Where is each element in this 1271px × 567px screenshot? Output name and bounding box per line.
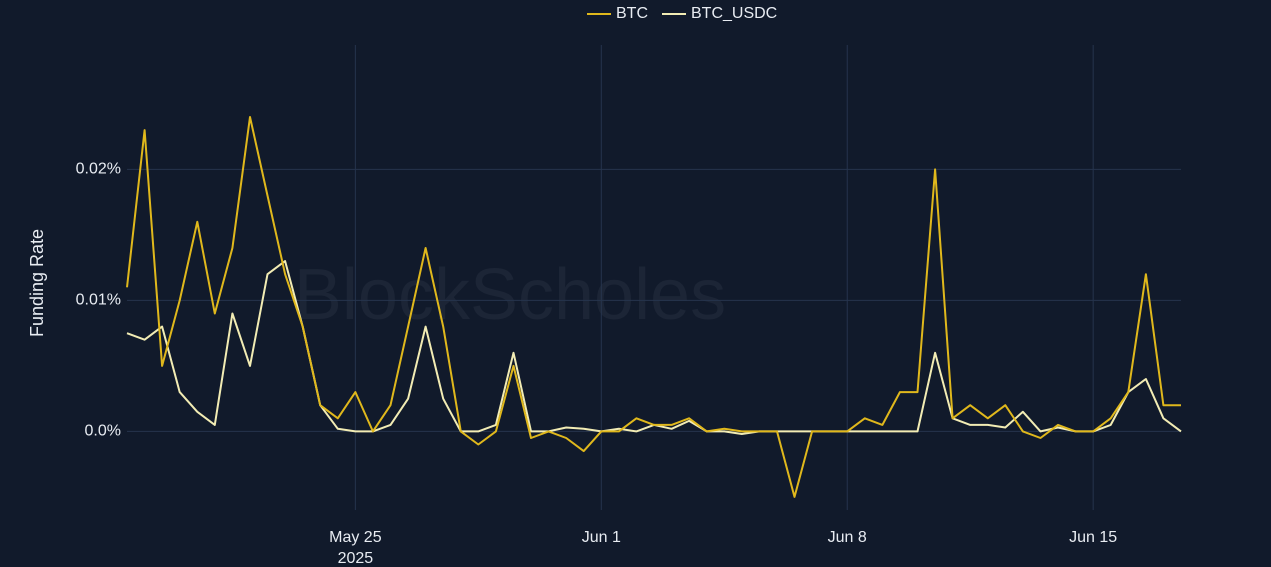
watermark: BlockScholes [294, 255, 726, 335]
x-tick-label: Jun 8 [828, 529, 867, 546]
series-line [126, 116, 1181, 498]
y-tick-label: 0.02% [76, 161, 121, 178]
y-axis-title: Funding Rate [27, 229, 47, 337]
x-tick-sublabel: 2025 [338, 550, 374, 567]
y-tick-label: 0.01% [76, 292, 121, 309]
legend-label: BTC_USDC [691, 5, 777, 22]
x-tick-label: Jun 1 [582, 529, 621, 546]
legend-label: BTC [616, 5, 648, 22]
x-tick-label: Jun 15 [1069, 529, 1117, 546]
x-tick-label: May 25 [329, 529, 382, 546]
y-tick-label: 0.0% [85, 423, 121, 440]
